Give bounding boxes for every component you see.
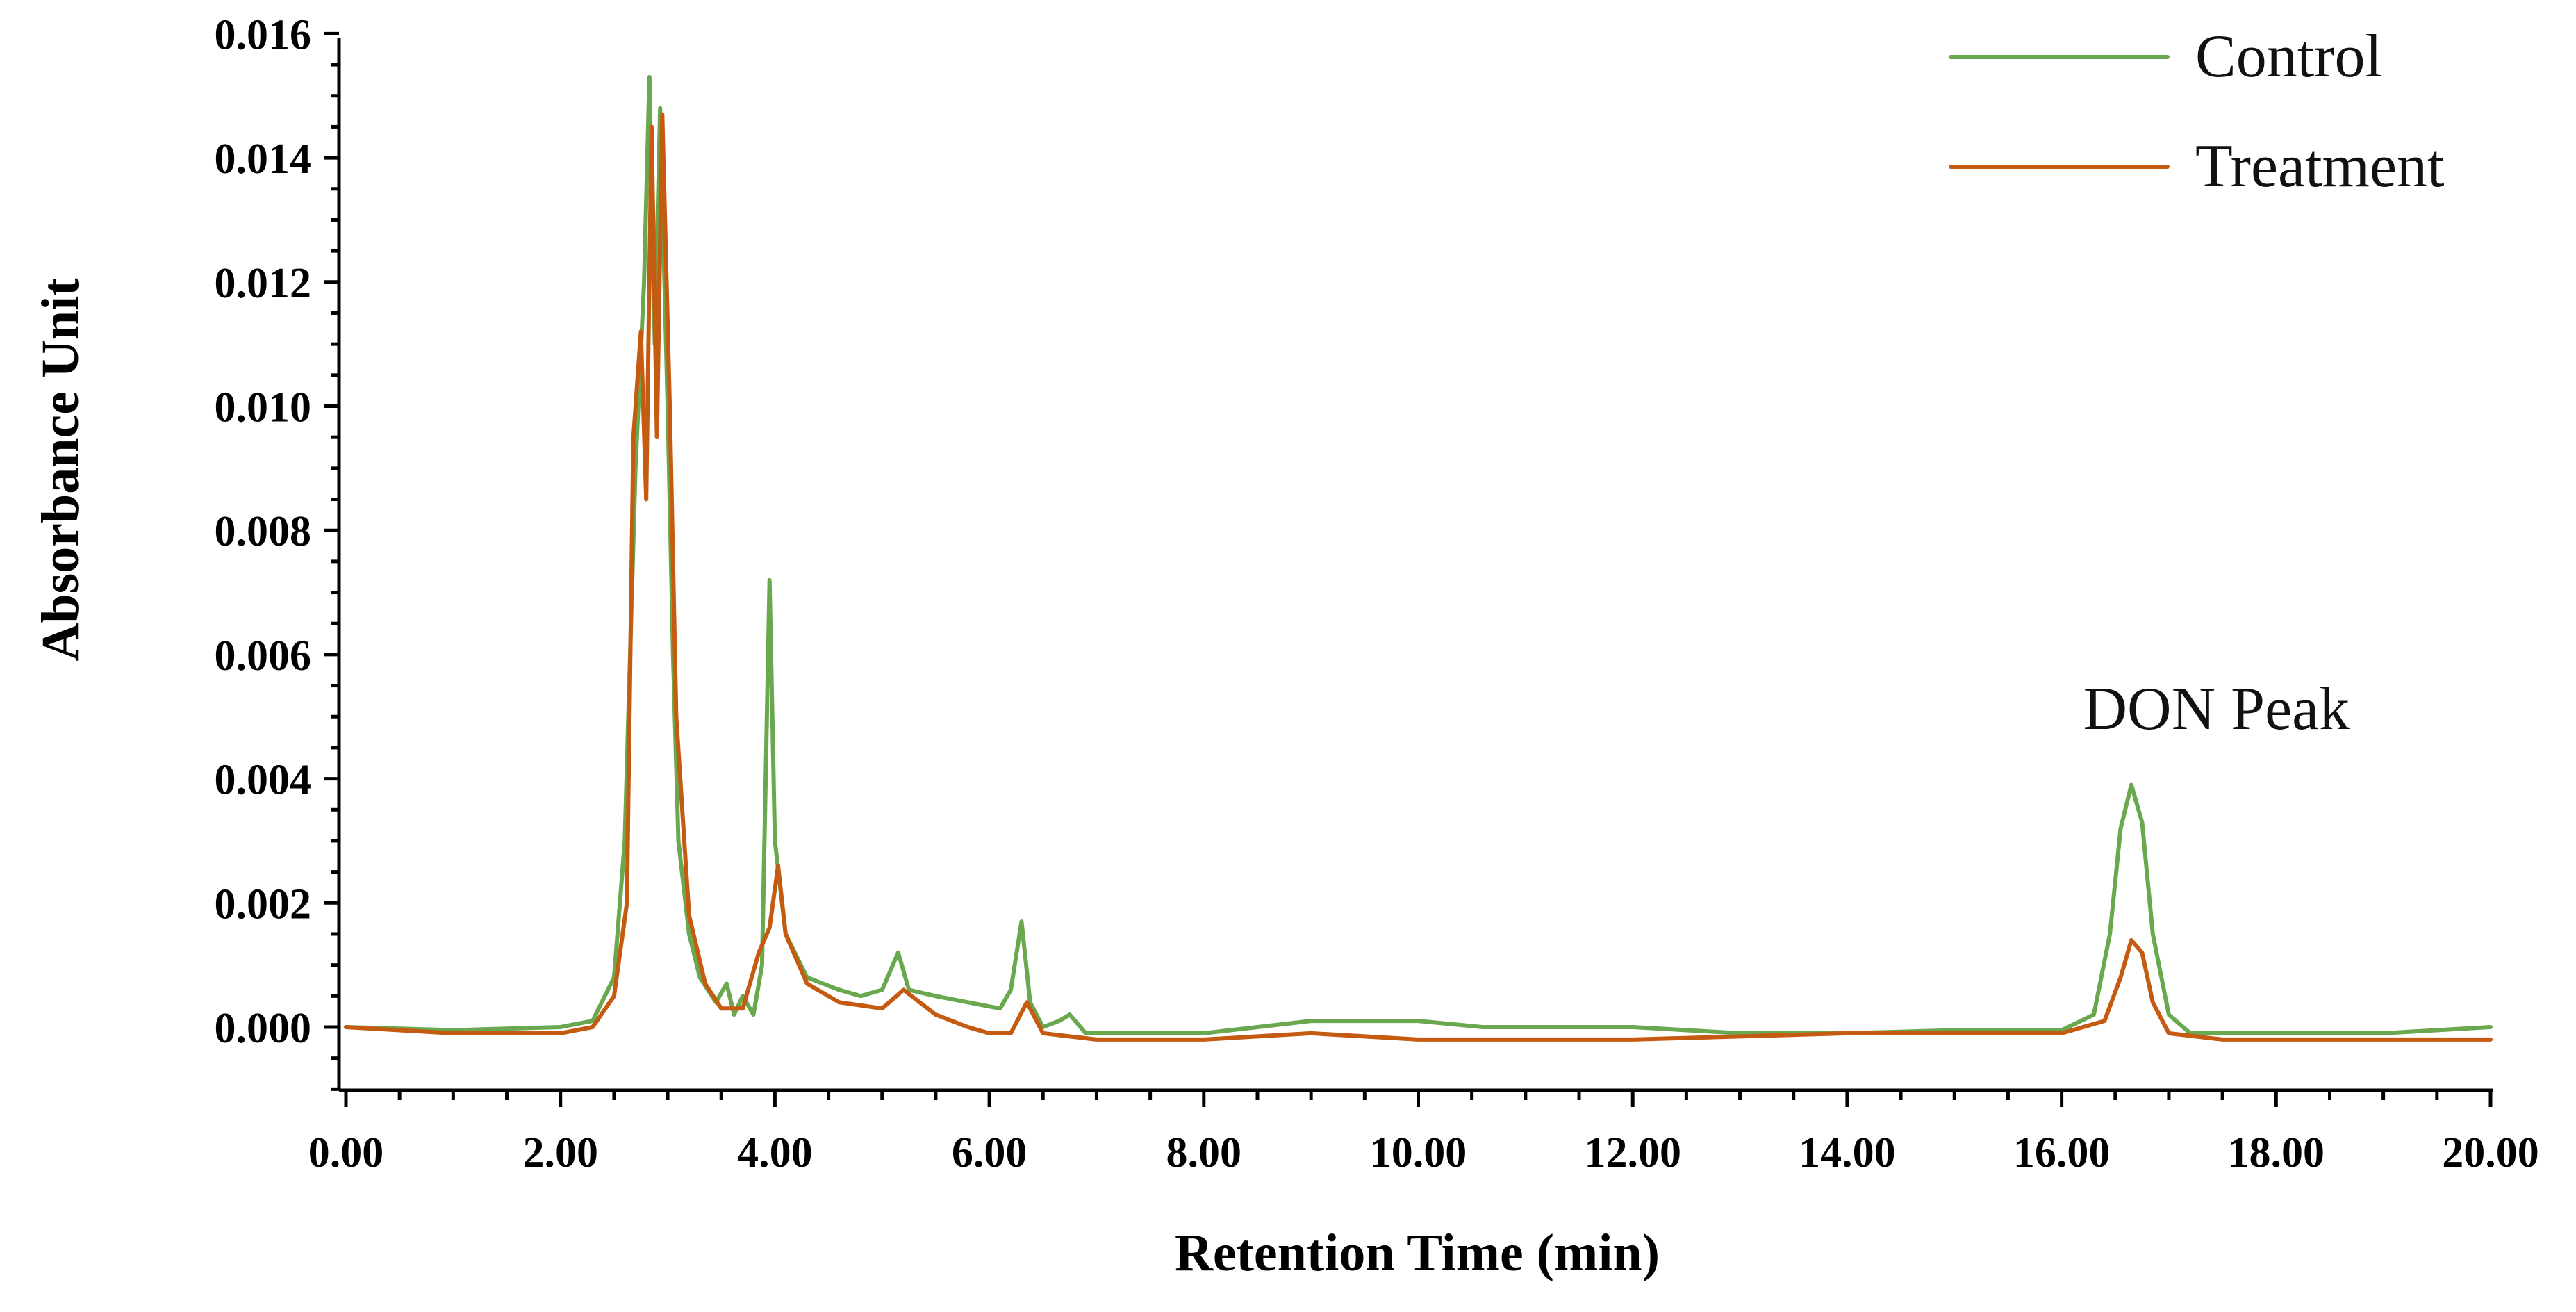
y-tick-label: 0.002 [215,880,312,928]
y-axis-title: Absorbance Unit [31,278,90,661]
x-tick-label: 4.00 [737,1129,813,1176]
x-tick-label: 6.00 [952,1129,1027,1176]
x-tick-label: 14.00 [1799,1129,1896,1176]
x-tick-label: 18.00 [2228,1129,2325,1176]
x-tick-label: 8.00 [1166,1129,1242,1176]
x-axis-title: Retention Time (min) [1175,1224,1660,1282]
annotation-don-peak: DON Peak [2083,675,2350,743]
legend: Control Treatment [1949,23,2445,200]
x-axis: 0.00 2.00 4.00 6.00 8.00 10.00 12.00 14.00 16.00… [308,1088,2539,1176]
annotation-layer: DON Peak [2083,675,2350,743]
x-tick-label: 2.00 [522,1129,598,1176]
y-tick-label: 0.012 [215,260,312,307]
y-tick-label: 0.006 [215,632,312,680]
legend-label-treatment: Treatment [2195,133,2445,200]
series-line-treatment [344,112,2493,1042]
x-tick-label: 16.00 [2013,1129,2111,1176]
y-tick-label: 0.014 [215,136,312,183]
y-tick-label: 0.010 [215,384,312,432]
y-tick-label: 0.016 [215,11,312,58]
x-tick-label: 10.00 [1370,1129,1467,1176]
x-tick-label: 20.00 [2442,1129,2539,1176]
x-tick-label: 12.00 [1584,1129,1681,1176]
y-tick-label: 0.008 [215,508,312,555]
x-tick-label: 0.00 [308,1129,384,1176]
legend-label-control: Control [2195,23,2382,90]
y-tick-label: 0.004 [215,757,312,804]
y-axis: 0.000 0.002 0.004 0.006 0.008 0.010 0.012 0.014… [215,11,341,1091]
series-layer [344,74,2493,1042]
y-tick-label: 0.000 [215,1005,312,1052]
series-line-control [344,74,2493,1035]
